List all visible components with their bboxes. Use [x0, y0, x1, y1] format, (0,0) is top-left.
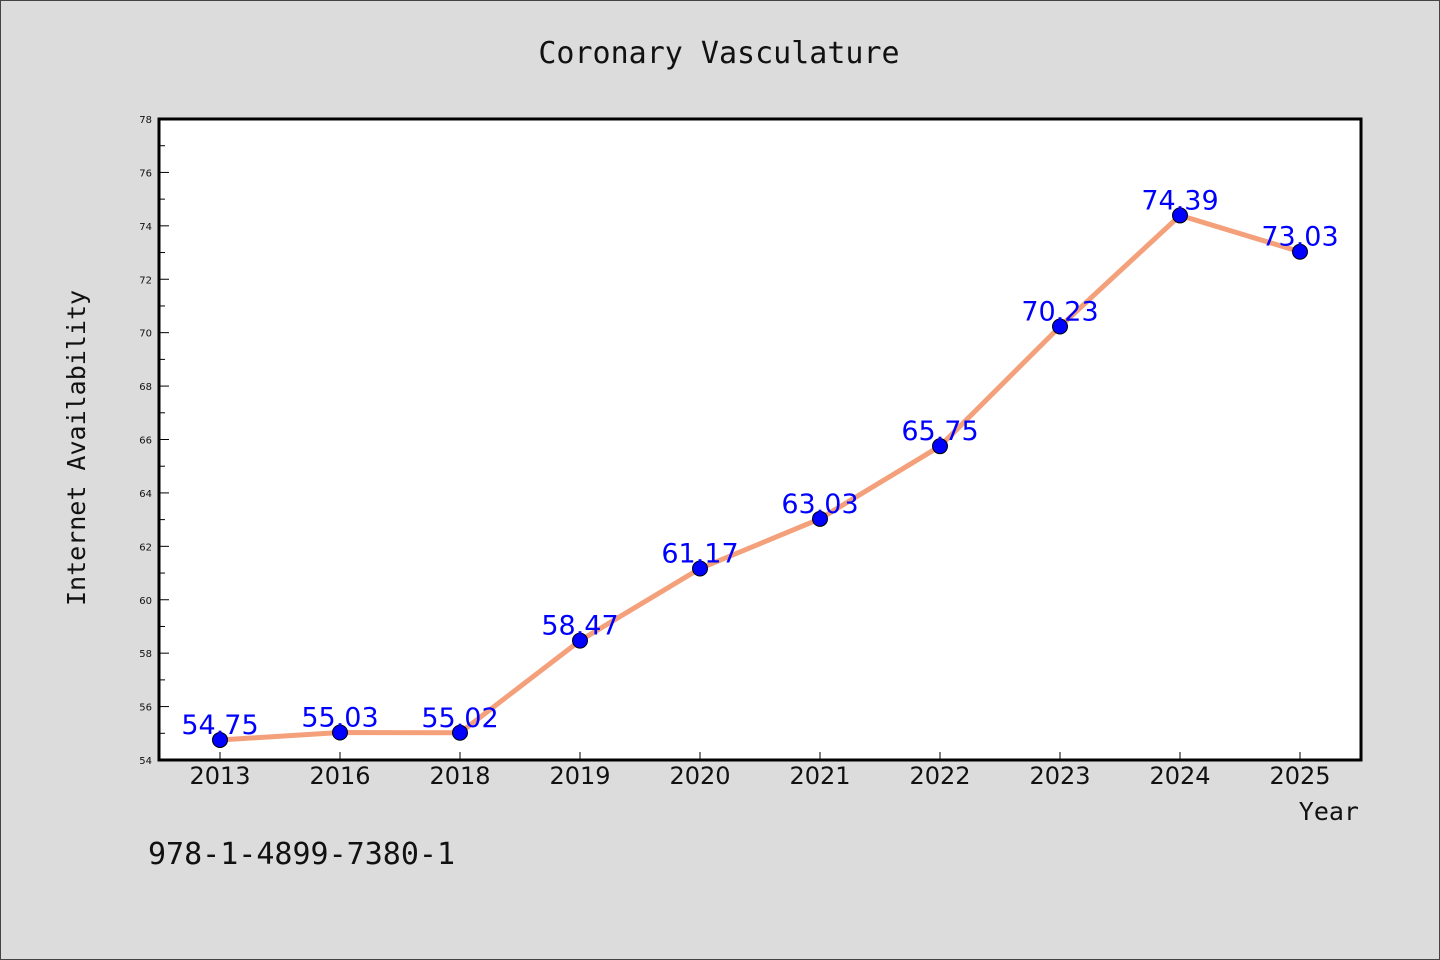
- x-axis: 2013 2016 2018 2019 2020 2021 2022 2023 2024 2025: [189, 752, 1331, 790]
- y-tick-label: 72: [139, 275, 152, 286]
- y-tick-label: 78: [139, 115, 152, 126]
- data-point-2019: [572, 632, 588, 649]
- y-tick-label: 76: [139, 168, 152, 179]
- x-axis-label: Year: [1299, 797, 1359, 826]
- data-label-2025: 73.03: [1261, 222, 1338, 253]
- data-label-2023: 70.23: [1021, 297, 1098, 328]
- data-point-2018: [452, 724, 468, 741]
- x-tick-label: 2019: [549, 762, 610, 790]
- data-label-2019: 58.47: [541, 611, 618, 642]
- x-tick-label: 2018: [429, 762, 490, 790]
- data-label-2018: 55.02: [421, 703, 498, 734]
- data-point-2016: [332, 724, 348, 741]
- data-point-2021: [812, 510, 828, 527]
- data-point-2022: [932, 438, 948, 455]
- plot-area: [157, 117, 1363, 762]
- x-tick-label: 2024: [1149, 762, 1210, 790]
- data-point-2020: [692, 560, 708, 577]
- data-label-2021: 63.03: [781, 489, 858, 520]
- y-tick-label: 68: [139, 382, 152, 393]
- data-point-2013: [212, 731, 228, 748]
- data-labels: 54.75 55.03 55.02 58.47 61.17 63.03 65.75 70.23…: [181, 185, 1338, 741]
- y-tick-label: 60: [139, 596, 152, 607]
- x-tick-label: 2023: [1029, 762, 1090, 790]
- isbn-footnote: 978-1-4899-7380-1: [148, 837, 455, 872]
- data-markers: [212, 207, 1308, 748]
- data-point-2023: [1052, 318, 1068, 335]
- y-tick-label: 64: [139, 489, 152, 500]
- data-point-2024: [1172, 207, 1188, 224]
- data-label-2024: 74.39: [1141, 185, 1218, 216]
- x-tick-label: 2025: [1269, 762, 1330, 790]
- y-tick-label: 70: [139, 329, 152, 340]
- data-label-2016: 55.03: [301, 702, 378, 733]
- y-axis: 54 56 58 60 62 64 66 68 70 72 74 76 78: [139, 115, 169, 767]
- y-tick-label: 62: [139, 542, 152, 553]
- x-tick-label: 2020: [669, 762, 730, 790]
- x-tick-label: 2013: [189, 762, 250, 790]
- x-tick-label: 2022: [909, 762, 970, 790]
- y-axis-label: Internet Availability: [62, 290, 91, 606]
- data-label-2022: 65.75: [901, 416, 978, 447]
- y-tick-label: 58: [139, 649, 152, 660]
- x-tick-label: 2021: [789, 762, 850, 790]
- y-tick-label: 66: [139, 436, 152, 447]
- data-label-2013: 54.75: [181, 710, 258, 741]
- y-tick-label: 56: [139, 703, 152, 714]
- data-label-2020: 61.17: [661, 539, 738, 570]
- y-tick-label: 74: [139, 222, 152, 233]
- series-line: [217, 212, 1303, 743]
- y-tick-label: 54: [139, 756, 152, 767]
- x-tick-label: 2016: [309, 762, 370, 790]
- data-point-2025: [1292, 243, 1308, 260]
- chart-title: Coronary Vasculature: [538, 36, 899, 71]
